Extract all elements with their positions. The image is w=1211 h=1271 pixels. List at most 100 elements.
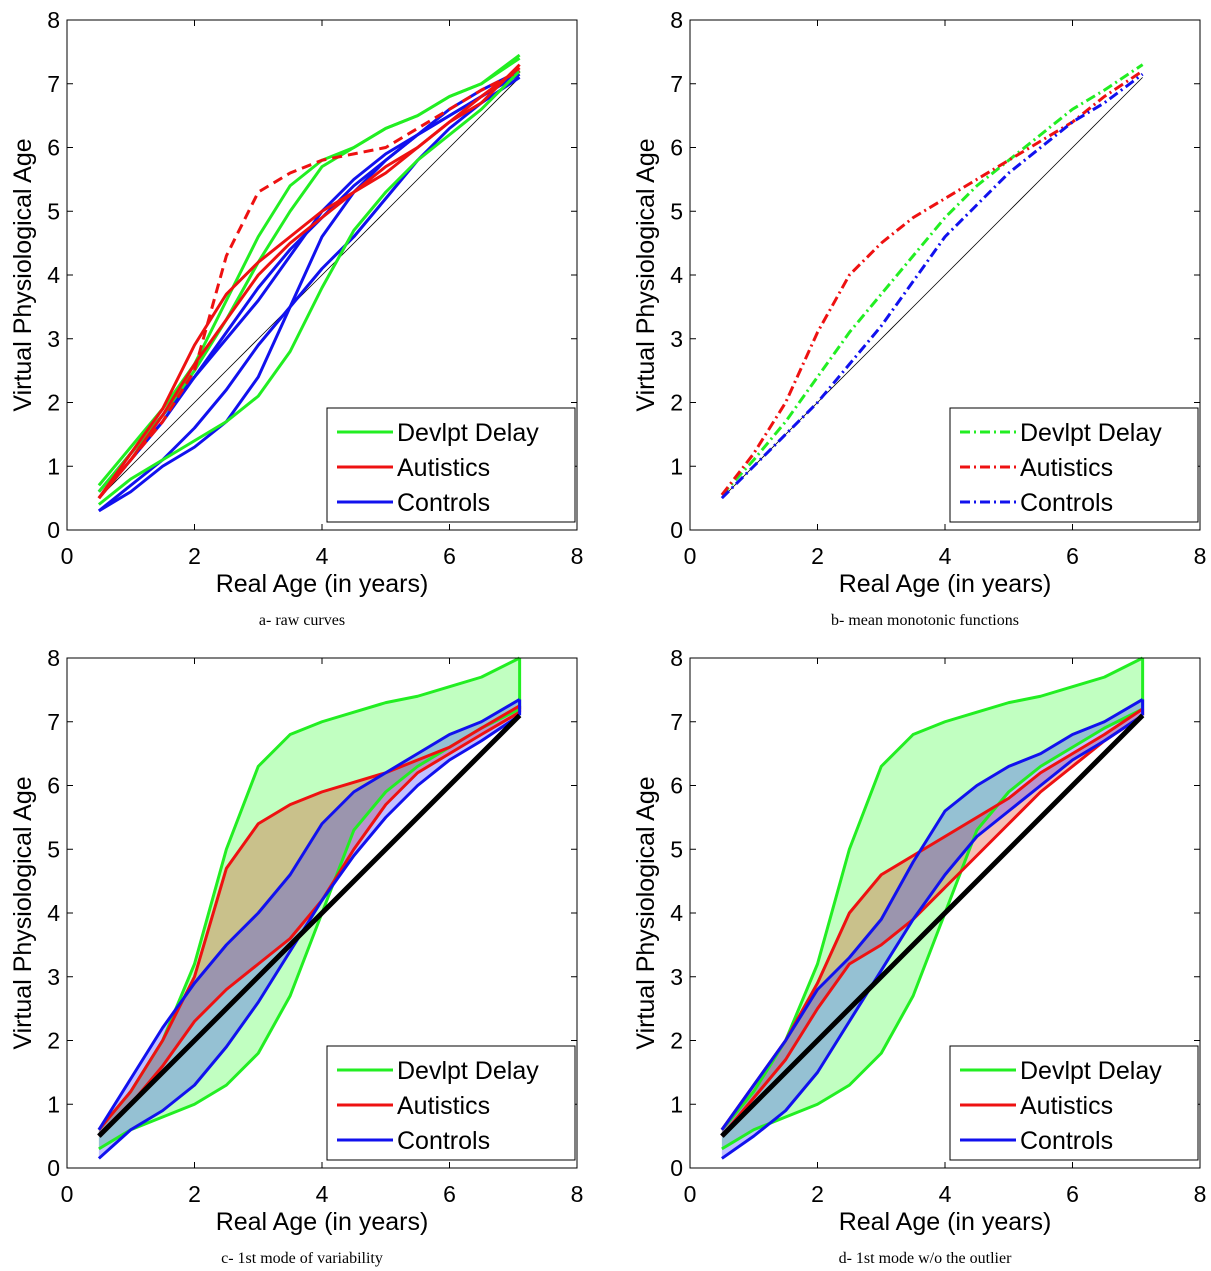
x-tick-label: 6 — [443, 1181, 456, 1207]
x-tick-label: 0 — [684, 543, 697, 569]
y-tick-label: 6 — [47, 135, 60, 161]
y-tick-label: 3 — [670, 326, 683, 352]
y-tick-label: 6 — [670, 135, 683, 161]
panel: 0 2 4 6 8 0 1 2 3 4 5 6 7 8 Real Age (in years) Virtual… — [632, 7, 1206, 629]
legend-label: Devlpt Delay — [1020, 419, 1162, 447]
y-tick-label: 1 — [47, 453, 60, 479]
x-tick-label: 8 — [571, 543, 584, 569]
series-line — [97, 66, 521, 500]
y-tick-label: 7 — [670, 71, 683, 97]
x-tick-label: 0 — [684, 1181, 697, 1207]
x-tick-label: 4 — [939, 543, 952, 569]
y-tick-label: 4 — [47, 900, 60, 926]
panel: 0 2 4 6 8 0 1 2 3 4 5 6 7 8 Real Age (in years) Virtual… — [632, 645, 1206, 1267]
y-tick-label: 7 — [47, 709, 60, 735]
y-tick-label: 3 — [670, 964, 683, 990]
series-line — [97, 710, 521, 1138]
y-axis-label: Virtual Physiological Age — [632, 138, 660, 411]
y-tick-label: 7 — [47, 71, 60, 97]
series-line — [720, 656, 1144, 1131]
y-tick-label: 1 — [47, 1091, 60, 1117]
series-line — [97, 698, 521, 1131]
series-line — [721, 707, 1144, 1151]
y-tick-label: 5 — [47, 836, 60, 862]
y-tick-label: 0 — [47, 1155, 60, 1181]
series-line — [720, 69, 1144, 496]
series-line — [97, 76, 521, 513]
y-tick-label: 3 — [47, 326, 60, 352]
legend-label: Controls — [397, 489, 490, 517]
x-tick-label: 6 — [1066, 543, 1079, 569]
x-tick-label: 6 — [1066, 1181, 1079, 1207]
legend-label: Controls — [1020, 489, 1113, 517]
y-tick-label: 4 — [670, 262, 683, 288]
y-tick-label: 0 — [670, 1155, 683, 1181]
x-axis-label: Real Age (in years) — [216, 570, 429, 598]
y-tick-label: 2 — [670, 390, 683, 416]
y-tick-label: 2 — [47, 390, 60, 416]
series-line — [720, 713, 1145, 1138]
x-tick-label: 4 — [939, 1181, 952, 1207]
y-tick-label: 8 — [670, 7, 683, 33]
panel: 0 2 4 6 8 0 1 2 3 4 5 6 7 8 Real Age (in years) Virtual… — [9, 645, 583, 1267]
legend-label: Autistics — [397, 454, 490, 482]
y-tick-label: 2 — [670, 1028, 683, 1054]
legend-label: Autistics — [1020, 454, 1113, 482]
band — [98, 699, 520, 1159]
y-tick-label: 6 — [670, 773, 683, 799]
caption: b- mean monotonic functions — [831, 612, 1019, 629]
caption: c- 1st mode of variability — [221, 1250, 383, 1267]
x-tick-label: 0 — [61, 543, 74, 569]
y-tick-label: 5 — [670, 836, 683, 862]
y-tick-label: 1 — [670, 453, 683, 479]
legend-label: Devlpt Delay — [397, 419, 539, 447]
caption: d- 1st mode w/o the outlier — [839, 1250, 1013, 1267]
x-tick-label: 4 — [316, 1181, 329, 1207]
series-line — [720, 72, 1144, 500]
band — [721, 658, 1143, 1149]
caption: a- raw curves — [259, 612, 345, 629]
series-line — [97, 713, 522, 1138]
y-tick-label: 0 — [47, 517, 60, 543]
y-tick-label: 8 — [47, 645, 60, 671]
x-tick-label: 2 — [188, 543, 201, 569]
series-line — [97, 69, 521, 506]
x-tick-label: 6 — [443, 543, 456, 569]
series-line — [721, 714, 1144, 1160]
legend-label: Autistics — [397, 1092, 490, 1120]
x-axis-label: Real Age (in years) — [216, 1208, 429, 1236]
y-tick-label: 2 — [47, 1028, 60, 1054]
panel: 0 2 4 6 8 0 1 2 3 4 5 6 7 8 Real Age (in years) Virtual… — [9, 7, 583, 629]
band — [721, 699, 1143, 1159]
series-line — [720, 63, 1144, 496]
x-axis-label: Real Age (in years) — [839, 1208, 1052, 1236]
x-tick-label: 0 — [61, 1181, 74, 1207]
x-axis-label: Real Age (in years) — [839, 570, 1052, 598]
x-tick-label: 8 — [571, 1181, 584, 1207]
x-tick-label: 2 — [811, 543, 824, 569]
y-axis-label: Virtual Physiological Age — [9, 138, 37, 411]
y-tick-label: 3 — [47, 964, 60, 990]
x-tick-label: 2 — [811, 1181, 824, 1207]
y-tick-label: 1 — [670, 1091, 683, 1117]
x-tick-label: 8 — [1194, 543, 1207, 569]
legend-label: Autistics — [1020, 1092, 1113, 1120]
series-line — [720, 698, 1144, 1131]
series-line — [97, 69, 521, 500]
series-line — [98, 77, 520, 499]
y-axis-label: Virtual Physiological Age — [632, 776, 660, 1049]
y-tick-label: 4 — [670, 900, 683, 926]
series-line — [97, 704, 521, 1131]
y-tick-label: 6 — [47, 773, 60, 799]
band — [98, 658, 520, 1149]
series-line — [97, 72, 521, 500]
legend-label: Controls — [1020, 1127, 1113, 1155]
y-tick-label: 8 — [47, 7, 60, 33]
x-tick-label: 4 — [316, 543, 329, 569]
y-tick-label: 0 — [670, 517, 683, 543]
y-axis-label: Virtual Physiological Age — [9, 776, 37, 1049]
series-line — [720, 714, 1144, 1138]
legend-label: Devlpt Delay — [397, 1057, 539, 1085]
x-tick-label: 2 — [188, 1181, 201, 1207]
